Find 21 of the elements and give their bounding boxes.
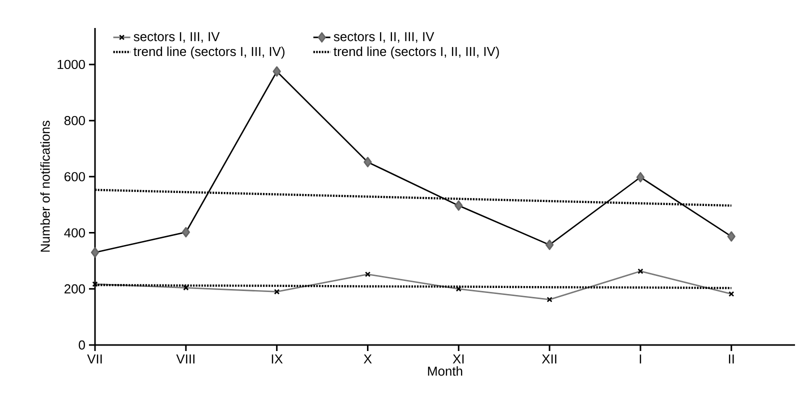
x-axis-title: Month	[428, 366, 462, 376]
x-tick-label: II	[728, 354, 734, 364]
y-tick-label: 200	[64, 284, 85, 294]
legend-label: sectors I, II, III, IV	[334, 32, 434, 43]
y-tick-label: 600	[64, 172, 85, 182]
x-tick-label: VIII	[176, 354, 194, 364]
y-tick-label: 400	[64, 228, 85, 238]
y-axis-title: Number of notifications	[40, 120, 50, 252]
x-tick-label: XI	[452, 354, 464, 364]
y-tick-label: 1000	[58, 60, 85, 70]
legend-label: trend line (sectors I, II, III, IV)	[334, 46, 499, 59]
point	[92, 281, 98, 287]
legend-label: sectors I, III, IV	[134, 32, 220, 43]
x-tick-label: X	[364, 354, 372, 364]
legend-label: trend line (sectors I, III, IV)	[134, 46, 284, 59]
x-tick-label: IX	[272, 354, 283, 364]
x-tick-label: XII	[542, 354, 556, 364]
x-tick-label: VII	[87, 354, 102, 364]
x-tick-label: I	[640, 354, 642, 364]
y-tick-label: 0	[78, 340, 85, 350]
y-tick-label: 800	[64, 116, 85, 126]
